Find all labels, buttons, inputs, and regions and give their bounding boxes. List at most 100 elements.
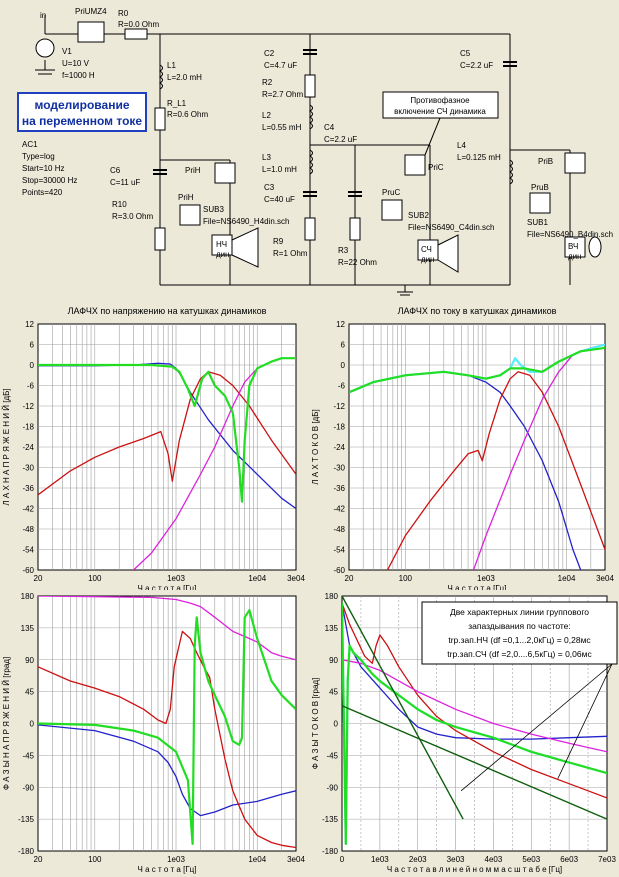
sub3-file: File=NS6490_H4din.sch: [203, 217, 290, 226]
ac1-type: Type=log: [22, 152, 55, 161]
x-tick-label: 100: [88, 574, 102, 583]
x-tick-label: 1e03: [167, 574, 185, 583]
spk-vch-label: ВЧ: [568, 242, 578, 251]
y-axis-label: Ф А З Ы Т О К О В [град]: [311, 678, 320, 770]
r9-name: R9: [273, 237, 284, 246]
y-tick-label: -48: [333, 525, 345, 534]
x-tick-label: 100: [88, 855, 102, 864]
annotation-line: запаздывания по частоте:: [468, 621, 571, 631]
c3-name: C3: [264, 183, 275, 192]
y-tick-label: -42: [22, 505, 34, 514]
ac1-start: Start=10 Hz: [22, 164, 64, 173]
y-tick-label: 6: [341, 341, 346, 350]
x-tick-label: 1e03: [477, 574, 495, 583]
x-tick-label: 7e03: [598, 855, 616, 864]
c6-name: C6: [110, 166, 121, 175]
meter-pruc: [381, 199, 403, 221]
rl1-value: R=0.6 Ohm: [167, 110, 208, 119]
title-line-2: на переменном токе: [22, 114, 143, 128]
y-axis-label: Л А Х Т О К О В [дБ]: [311, 409, 320, 484]
resistor-rl1: [154, 107, 166, 131]
pruc-label: PruC: [382, 188, 400, 197]
y-tick-label: -48: [22, 525, 34, 534]
title-line-1: моделирование: [34, 98, 129, 112]
y-tick-label: 180: [325, 592, 339, 601]
series-line-3: [38, 609, 296, 845]
chart-current-magnitude: ЛАФЧХ по току в катушках динамиков-60-54…: [311, 306, 614, 590]
series-line-1: [386, 371, 605, 570]
sub2-file: File=NS6490_C4din.sch: [408, 223, 495, 232]
y-tick-label: 12: [25, 320, 34, 329]
x-tick-label: 6e03: [560, 855, 578, 864]
annotation-line: trp.зап.СЧ (df =2,0....6,5кГц) = 0,06мс: [447, 649, 592, 659]
ac1-stop: Stop=30000 Hz: [22, 176, 77, 185]
meter-prih: [214, 162, 236, 184]
v1-name: V1: [62, 47, 72, 56]
series-line-5: [342, 596, 464, 820]
c6-value: C=11 uF: [110, 178, 140, 187]
prih-label: PriH: [185, 166, 201, 175]
chart-title: ЛАФЧХ по напряжению на катушках динамико…: [68, 306, 267, 316]
c4-name: C4: [324, 123, 335, 132]
spk-nch-label: НЧ: [216, 240, 227, 249]
y-tick-label: -90: [326, 783, 338, 792]
y-tick-label: -24: [22, 443, 34, 452]
note-line-1: Противофазное: [410, 96, 470, 105]
y-tick-label: -60: [333, 566, 345, 575]
sub1-name: SUB1: [527, 218, 548, 227]
series-line-0: [38, 724, 296, 817]
chart-voltage-phase: -180 -135 -90 -45 0 45 90 135 180 20 100 1e03 1e04 3e…: [2, 592, 305, 874]
x-tick-label: 20: [34, 855, 43, 864]
meter-pric: [404, 154, 426, 176]
l3-name: L3: [262, 153, 271, 162]
l3-value: L=1.0 mH: [262, 165, 297, 174]
ac1-name: AC1: [22, 140, 38, 149]
speaker-sch-cone: [437, 234, 459, 273]
y-tick-label: 0: [334, 720, 339, 729]
x-axis-label: Ч а с т о т а в л и н е й н о м м а с ш …: [387, 865, 562, 874]
y-axis-label: Ф А З Ы Н А П Р Я Ж Е Н И Й [град]: [2, 657, 11, 790]
resistor-r0: [124, 28, 148, 40]
r10-name: R10: [112, 200, 127, 209]
x-axis-label: Ч а с т о т а [Гц]: [448, 584, 507, 590]
r0-name: R0: [118, 9, 129, 18]
l2-name: L2: [262, 111, 271, 120]
x-tick-label: 1e04: [558, 574, 576, 583]
chart-voltage-magnitude: ЛАФЧХ по напряжению на катушках динамико…: [2, 306, 305, 590]
y-tick-label: -6: [338, 382, 346, 391]
c4-value: C=2.2 uF: [324, 135, 357, 144]
inductor-l2: [309, 104, 313, 130]
l4-name: L4: [457, 141, 466, 150]
resistor-r2: [304, 74, 316, 98]
prub-label: PruB: [531, 183, 549, 192]
circuit-schematic: моделирование на переменном токе Противо…: [17, 7, 613, 296]
y-tick-label: -6: [27, 382, 35, 391]
r0-value: R=0.0 Ohm: [118, 20, 159, 29]
r3-name: R3: [338, 246, 349, 255]
annotation-line: Две характерных линии группового: [450, 607, 589, 617]
x-tick-label: 3e04: [596, 574, 614, 583]
x-tick-label: 3e03: [447, 855, 465, 864]
x-axis-label: Ч а с т о т а [Гц]: [138, 584, 197, 590]
y-tick-label: 135: [325, 624, 339, 633]
x-tick-label: 20: [34, 574, 43, 583]
y-tick-label: -18: [22, 423, 34, 432]
note-box: [382, 91, 499, 119]
y-tick-label: -30: [333, 464, 345, 473]
y-tick-label: 90: [329, 656, 338, 665]
ac1-points: Points=420: [22, 188, 63, 197]
y-tick-label: 12: [336, 320, 345, 329]
y-tick-label: 0: [30, 720, 35, 729]
voltage-source: [35, 38, 55, 58]
x-tick-label: 1e04: [248, 855, 266, 864]
v1-f: f=1000 H: [62, 71, 95, 80]
speaker-vch-dome: [588, 236, 602, 258]
inductor-l4: [509, 159, 513, 185]
x-tick-label: 0: [340, 855, 345, 864]
y-tick-label: -36: [22, 484, 34, 493]
rl1-name: R_L1: [167, 99, 187, 108]
y-tick-label: 0: [30, 361, 35, 370]
prih2-label: PriH: [178, 193, 194, 202]
v1-u: U=10 V: [62, 59, 90, 68]
x-tick-label: 20: [345, 574, 354, 583]
